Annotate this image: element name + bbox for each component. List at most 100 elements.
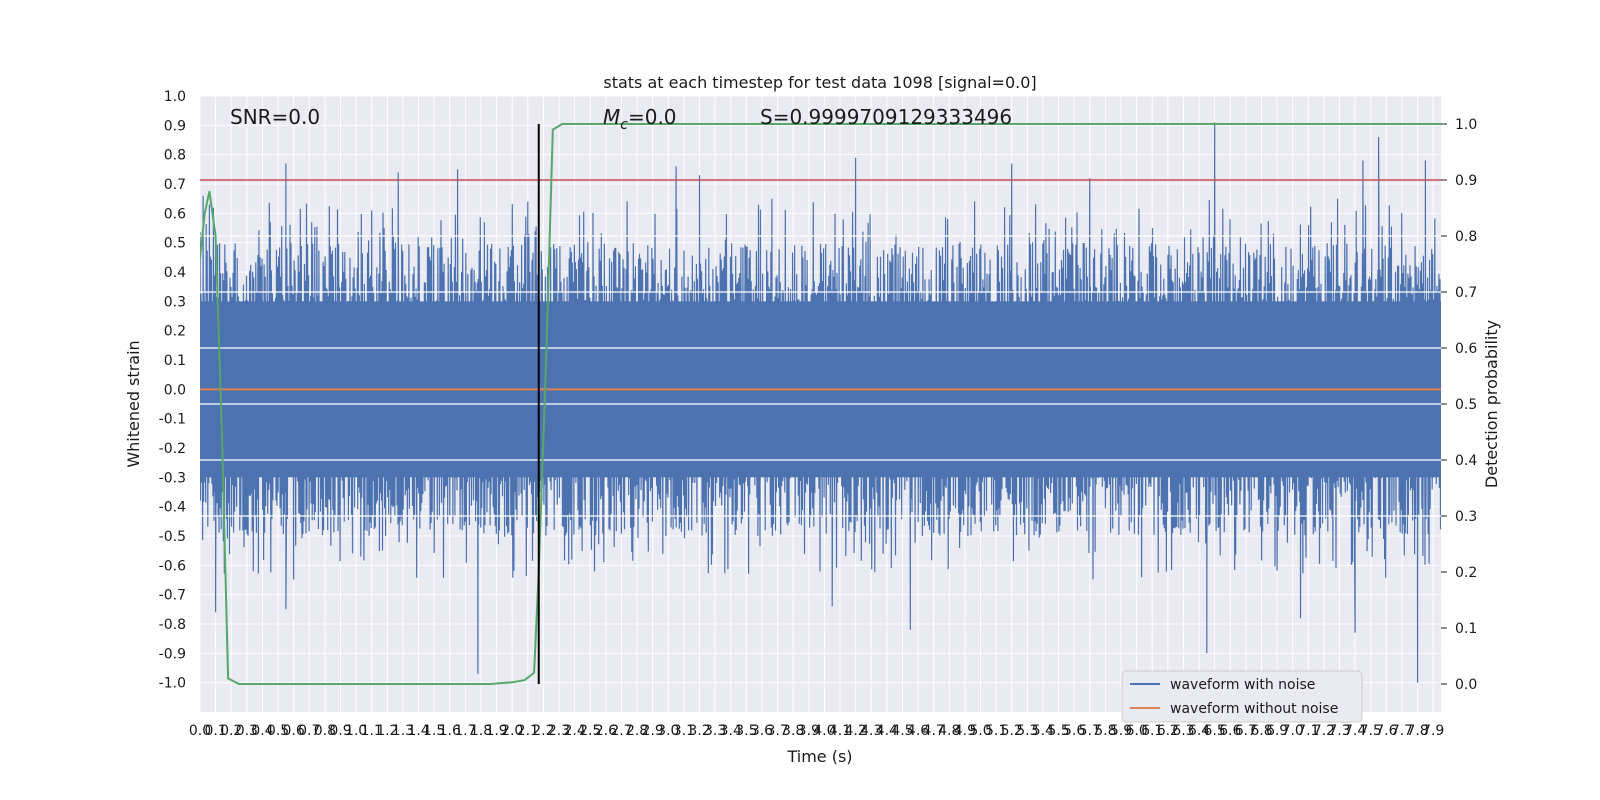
- x-tick-label: 5.0: [969, 723, 991, 739]
- x-tick-label: 2.1: [517, 723, 539, 739]
- y-tick-label: 0.4: [164, 265, 186, 281]
- x-tick-label: 3.7: [766, 723, 788, 739]
- x-tick-label: 1.5: [423, 723, 445, 739]
- y2-tick-label: 0.2: [1455, 565, 1477, 581]
- y2-tick-label: 0.6: [1455, 341, 1477, 357]
- x-tick-label: 2.0: [501, 723, 523, 739]
- x-tick-label: 2.2: [532, 723, 554, 739]
- x-tick-label: 3.2: [688, 723, 710, 739]
- x-tick-label: 2.4: [564, 723, 586, 739]
- x-tick-label: 4.3: [860, 723, 882, 739]
- x-tick-label: 4.5: [891, 723, 913, 739]
- y-tick-label: -1.0: [159, 676, 186, 692]
- x-tick-label: 1.2: [376, 723, 398, 739]
- legend-label-noise: waveform with noise: [1170, 677, 1315, 693]
- series-detection-probability: [200, 123, 1441, 685]
- x-tick-label: 2.7: [610, 723, 632, 739]
- x-tick-label: 1.8: [470, 723, 492, 739]
- x-tick-label: 0.5: [267, 723, 289, 739]
- x-tick-label: 0.7: [298, 723, 320, 739]
- x-tick-label: 4.9: [954, 723, 976, 739]
- x-tick-label: 1.6: [439, 723, 461, 739]
- x-tick-label: 4.6: [907, 723, 929, 739]
- y2-tick-label: 0.9: [1455, 173, 1477, 189]
- x-tick-label: 5.8: [1094, 723, 1116, 739]
- y2-tick-label: 0.0: [1455, 677, 1477, 693]
- x-tick-label: 2.6: [595, 723, 617, 739]
- y2-axis-label: Detection probability: [1482, 320, 1501, 488]
- x-tick-label: 4.0: [813, 723, 835, 739]
- legend-box: [1121, 670, 1363, 723]
- x-tick-label: 6.3: [1172, 723, 1194, 739]
- x-tick-label: 6.4: [1188, 723, 1210, 739]
- y-tick-label: 0.0: [164, 382, 186, 398]
- y2-tick-label: 0.4: [1455, 453, 1477, 469]
- y-tick-label: -0.1: [159, 412, 186, 428]
- x-tick-label: 0.9: [329, 723, 351, 739]
- chart-title: stats at each timestep for test data 109…: [603, 73, 1036, 92]
- x-tick-label: 5.3: [1016, 723, 1038, 739]
- x-tick-label: 6.5: [1204, 723, 1226, 739]
- x-axis-label: Time (s): [786, 747, 852, 766]
- y2-tick-label: 1.0: [1455, 117, 1477, 133]
- x-tick-label: 2.8: [626, 723, 648, 739]
- x-tick-label: 0.1: [204, 723, 226, 739]
- y2-tick-labels: 1.0 0.9 0.8 0.7 0.6 0.5 0.4 0.3 0.2 0.1 0.0: [1441, 117, 1477, 693]
- x-tick-label: 7.5: [1360, 723, 1382, 739]
- x-tick-label: 6.1: [1141, 723, 1163, 739]
- legend-label-clean: waveform without noise: [1170, 701, 1338, 717]
- y-tick-label: 1.0: [164, 89, 186, 105]
- y2-tick-label: 0.3: [1455, 509, 1477, 525]
- x-tick-label: 7.8: [1406, 723, 1428, 739]
- x-tick-label: 1.9: [485, 723, 507, 739]
- x-tick-label: 6.0: [1125, 723, 1147, 739]
- snr-annotation: SNR=0.0: [230, 105, 320, 129]
- x-tick-label: 4.8: [938, 723, 960, 739]
- x-tick-label: 6.2: [1157, 723, 1179, 739]
- y-tick-label: -0.4: [159, 500, 186, 516]
- y2-tick-label: 0.5: [1455, 397, 1477, 413]
- x-tick-label: 5.4: [1032, 723, 1054, 739]
- y-tick-label: 0.7: [164, 177, 186, 193]
- legend: waveform with noise waveform without noi…: [1121, 670, 1363, 723]
- x-tick-label: 0.8: [314, 723, 336, 739]
- x-tick-label: 5.1: [985, 723, 1007, 739]
- y-tick-label: -0.5: [159, 529, 186, 545]
- y-tick-label: 0.2: [164, 324, 186, 340]
- x-tick-label: 7.3: [1328, 723, 1350, 739]
- y-tick-label: 0.1: [164, 353, 186, 369]
- x-tick-label: 5.2: [1001, 723, 1023, 739]
- x-tick-label: 6.8: [1250, 723, 1272, 739]
- x-tick-label: 4.4: [876, 723, 898, 739]
- x-tick-label: 7.9: [1422, 723, 1444, 739]
- x-tick-label: 1.0: [345, 723, 367, 739]
- y2-tick-label: 0.1: [1455, 621, 1477, 637]
- x-tick-label: 6.7: [1235, 723, 1257, 739]
- y2-tick-label: 0.7: [1455, 285, 1477, 301]
- x-tick-label: 1.3: [392, 723, 414, 739]
- x-tick-label: 2.5: [579, 723, 601, 739]
- x-tick-label: 4.7: [923, 723, 945, 739]
- y-tick-label: -0.8: [159, 617, 186, 633]
- x-tick-label: 3.4: [720, 723, 742, 739]
- y-tick-label: -0.7: [159, 588, 186, 604]
- x-tick-label: 3.1: [673, 723, 695, 739]
- x-tick-label: 5.6: [1063, 723, 1085, 739]
- y2-tick-label: 0.8: [1455, 229, 1477, 245]
- y-tick-label: -0.3: [159, 470, 186, 486]
- x-tick-labels: 0.00.10.20.30.40.50.60.70.80.91.01.11.21…: [189, 723, 1444, 739]
- y-tick-label: 0.3: [164, 294, 186, 310]
- mc-value: =0.0: [628, 105, 677, 129]
- x-tick-label: 7.0: [1282, 723, 1304, 739]
- x-tick-label: 2.9: [642, 723, 664, 739]
- x-tick-label: 3.3: [704, 723, 726, 739]
- x-tick-label: 5.7: [1079, 723, 1101, 739]
- y-tick-label: -0.6: [159, 558, 186, 574]
- mc-subscript: c: [620, 117, 628, 133]
- x-tick-label: 1.7: [454, 723, 476, 739]
- y-tick-label: 0.5: [164, 236, 186, 252]
- overlay-lines: [200, 123, 1441, 685]
- x-tick-label: 3.9: [798, 723, 820, 739]
- x-tick-label: 7.4: [1344, 723, 1366, 739]
